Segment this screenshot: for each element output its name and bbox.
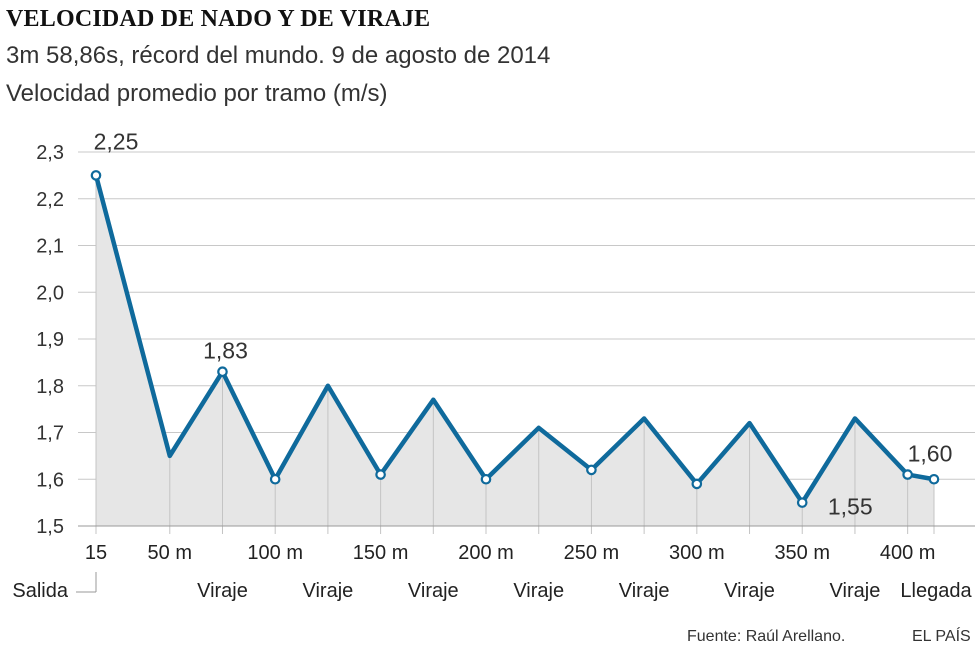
phase-label: Viraje — [513, 580, 564, 602]
x-tick-label: 300 m — [669, 542, 725, 564]
x-tick-label: 200 m — [458, 542, 514, 564]
y-tick-label: 2,0 — [36, 282, 64, 304]
data-point — [90, 170, 102, 181]
y-axis-label: Velocidad promedio por tramo (m/s) — [6, 80, 388, 107]
y-tick-label: 1,8 — [36, 376, 64, 398]
y-tick-label: 1,7 — [36, 423, 64, 445]
x-tick-label: 250 m — [564, 542, 620, 564]
phase-label: Viraje — [724, 580, 775, 602]
data-label: 1,55 — [828, 494, 873, 520]
series-line — [93, 173, 937, 505]
y-tick-label: 1,5 — [36, 516, 64, 538]
y-tick-label: 1,6 — [36, 469, 64, 491]
chart-subtitle: 3m 58,86s, récord del mundo. 9 de agosto… — [6, 42, 551, 69]
data-point — [928, 473, 940, 485]
data-point — [269, 473, 281, 485]
source-note: Fuente: Raúl Arellano. — [687, 628, 846, 645]
x-tick-label: 150 m — [353, 542, 409, 564]
data-point — [691, 478, 703, 490]
phase-label: Viraje — [619, 580, 670, 602]
data-point — [796, 497, 808, 508]
y-tick-label: 2,3 — [36, 142, 64, 164]
x-tick-label: 50 m — [148, 542, 192, 564]
y-tick-label: 2,1 — [36, 236, 64, 258]
phase-label: Viraje — [830, 580, 881, 602]
phase-label: Llegada — [900, 580, 972, 602]
y-tick-label: 1,9 — [36, 329, 64, 351]
x-tick-label: 400 m — [880, 542, 936, 564]
chart-title: VELOCIDAD DE NADO Y DE VIRAJE — [6, 6, 431, 32]
area-fill — [96, 175, 934, 526]
data-label: 2,25 — [94, 128, 139, 154]
phase-label: Salida — [12, 580, 68, 602]
data-point — [480, 473, 492, 485]
brand-logo: EL PAÍS — [912, 628, 971, 645]
x-tick-label: 350 m — [774, 542, 830, 564]
data-label: 1,83 — [203, 338, 248, 364]
phase-label: Viraje — [408, 580, 459, 602]
phase-label: Viraje — [303, 580, 354, 602]
data-point — [375, 469, 386, 480]
data-point — [586, 464, 597, 476]
data-label: 1,60 — [908, 440, 953, 466]
data-point — [217, 366, 228, 378]
phase-label: Viraje — [197, 580, 248, 602]
x-tick-label: 100 m — [247, 542, 303, 564]
data-point — [902, 469, 913, 480]
x-tick-label: 15 — [85, 542, 107, 564]
y-tick-label: 2,2 — [36, 189, 64, 211]
